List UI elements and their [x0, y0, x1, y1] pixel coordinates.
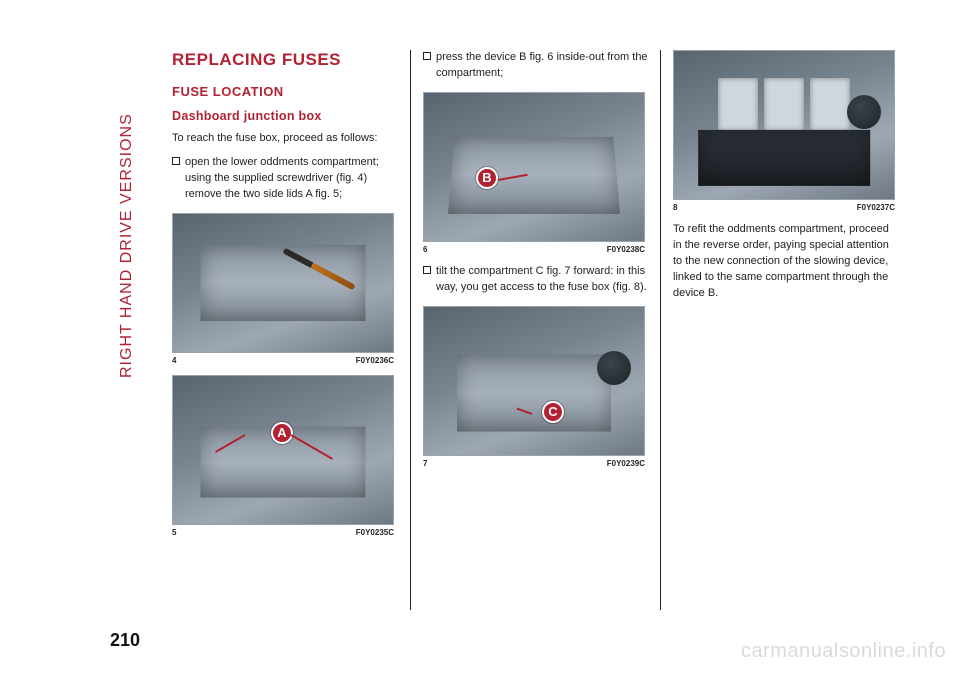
- column-2: press the device B fig. 6 inside-out fro…: [410, 50, 660, 610]
- intro-text: To reach the fuse box, proceed as follow…: [172, 131, 398, 147]
- bullet-icon: [172, 157, 180, 165]
- refit-paragraph: To refit the oddments compartment, proce…: [673, 222, 898, 302]
- bullet-text: press the device B fig. 6 inside-out fro…: [436, 50, 648, 82]
- callout-a: A: [271, 422, 293, 444]
- watermark: carmanualsonline.info: [741, 640, 946, 663]
- figure-code: F0Y0235C: [356, 528, 394, 537]
- bullet-text: open the lower oddments compartment; usi…: [185, 155, 398, 203]
- figure-code: F0Y0236C: [356, 356, 394, 365]
- figure-number: 4: [172, 356, 176, 365]
- figure-7: C 7 F0Y0239C: [423, 306, 645, 468]
- bullet-item: press the device B fig. 6 inside-out fro…: [423, 50, 648, 82]
- heading-replacing-fuses: REPLACING FUSES: [172, 50, 398, 70]
- figure-code: F0Y0238C: [607, 245, 645, 254]
- bullet-item: tilt the compartment C fig. 7 forward: i…: [423, 264, 648, 296]
- figure-number: 6: [423, 245, 427, 254]
- fuse-module: [810, 78, 850, 131]
- fuse-module: [718, 78, 758, 131]
- callout-c: C: [542, 401, 564, 423]
- figure-8-image: [673, 50, 895, 200]
- figure-6-image: B: [423, 92, 645, 242]
- fuse-module: [764, 78, 804, 131]
- figure-8: 8 F0Y0237C: [673, 50, 895, 212]
- figure-4-image: [172, 213, 394, 353]
- figure-code: F0Y0239C: [607, 459, 645, 468]
- figure-4: 4 F0Y0236C: [172, 213, 394, 365]
- figure-7-image: C: [423, 306, 645, 456]
- figure-code: F0Y0237C: [857, 203, 895, 212]
- figure-8-caption: 8 F0Y0237C: [673, 203, 895, 212]
- callout-b: B: [476, 167, 498, 189]
- glovebox-shape: [457, 354, 611, 431]
- figure-6-caption: 6 F0Y0238C: [423, 245, 645, 254]
- figure-5: A 5 F0Y0235C: [172, 375, 394, 537]
- glovebox-shape: [448, 137, 620, 215]
- page-content: REPLACING FUSES FUSE LOCATION Dashboard …: [110, 50, 930, 640]
- opening-shape: [698, 129, 870, 185]
- figure-6: B 6 F0Y0238C: [423, 92, 645, 254]
- bullet-icon: [423, 266, 431, 274]
- bullet-text: tilt the compartment C fig. 7 forward: i…: [436, 264, 648, 296]
- bullet-icon: [423, 52, 431, 60]
- figure-number: 8: [673, 203, 677, 212]
- bullet-item: open the lower oddments compartment; usi…: [172, 155, 398, 203]
- figure-number: 7: [423, 459, 427, 468]
- columns: REPLACING FUSES FUSE LOCATION Dashboard …: [160, 50, 920, 610]
- page-number: 210: [110, 630, 140, 651]
- figure-7-caption: 7 F0Y0239C: [423, 459, 645, 468]
- figure-5-image: A: [172, 375, 394, 525]
- figure-number: 5: [172, 528, 176, 537]
- heading-fuse-location: FUSE LOCATION: [172, 84, 398, 99]
- heading-dashboard-junction-box: Dashboard junction box: [172, 109, 398, 123]
- vent-shape: [597, 351, 631, 385]
- figure-5-caption: 5 F0Y0235C: [172, 528, 394, 537]
- column-3: 8 F0Y0237C To refit the oddments compart…: [660, 50, 910, 610]
- figure-4-caption: 4 F0Y0236C: [172, 356, 394, 365]
- column-1: REPLACING FUSES FUSE LOCATION Dashboard …: [160, 50, 410, 610]
- fusebox-modules: [718, 78, 850, 131]
- vent-shape: [847, 95, 881, 129]
